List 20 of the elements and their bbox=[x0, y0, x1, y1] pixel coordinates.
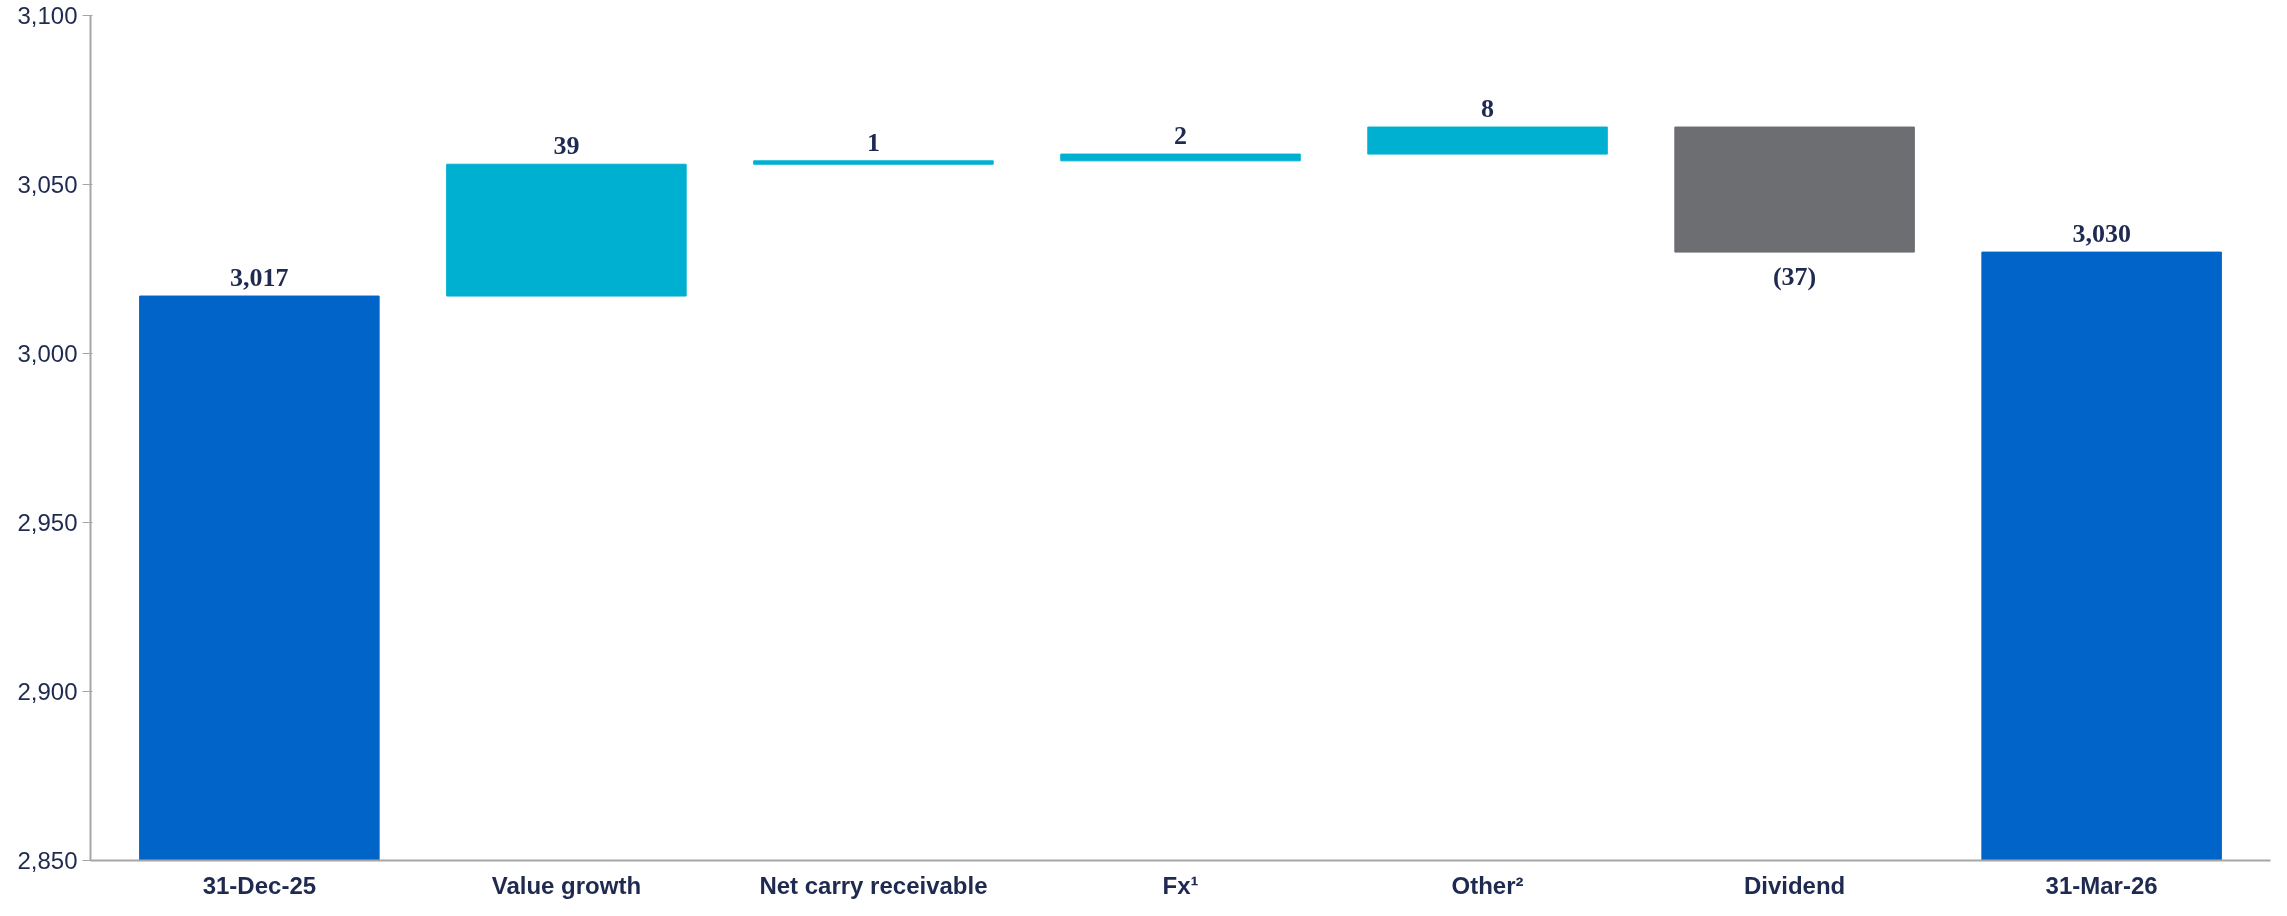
data-label: 8 bbox=[1481, 94, 1495, 124]
y-tick-label: 3,050 bbox=[17, 171, 78, 198]
data-label: (37) bbox=[1772, 262, 1817, 292]
data-label: 3,017 bbox=[230, 263, 289, 293]
x-tick-label: 31-Mar-26 bbox=[2045, 871, 2158, 899]
data-label: 3,030 bbox=[2072, 219, 2131, 249]
data-label: 1 bbox=[866, 127, 880, 157]
y-tick-label: 3,100 bbox=[17, 2, 78, 29]
data-label: 39 bbox=[553, 131, 580, 161]
y-tick-label: 2,850 bbox=[17, 847, 78, 874]
y-tick-label: 3,000 bbox=[17, 340, 78, 367]
y-tick-label: 2,950 bbox=[17, 509, 78, 536]
x-tick-label: 31-Dec-25 bbox=[202, 871, 317, 899]
x-tick-label: Dividend bbox=[1743, 871, 1846, 899]
data-label: 2 bbox=[1174, 121, 1187, 151]
x-tick-label: Value growth bbox=[491, 871, 642, 899]
y-tick-label: 2,900 bbox=[17, 678, 78, 705]
x-tick-label: Fx¹ bbox=[1162, 871, 1199, 899]
x-tick-label: Net carry receivable bbox=[759, 871, 988, 899]
x-tick-label: Other² bbox=[1451, 871, 1524, 899]
